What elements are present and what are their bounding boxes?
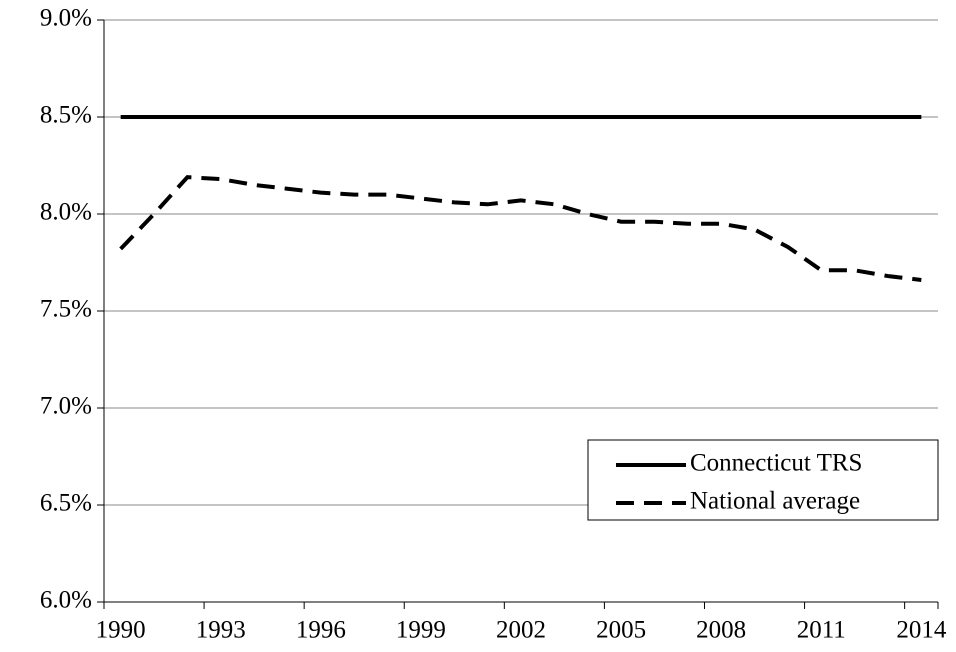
x-tick-label: 1990 (96, 617, 146, 644)
legend-label: National average (690, 488, 860, 515)
x-tick-label: 2005 (596, 617, 646, 644)
x-tick-label: 2011 (797, 617, 846, 644)
y-tick-label: 8.0% (40, 199, 92, 226)
y-tick-label: 7.5% (40, 296, 92, 323)
y-tick-label: 6.5% (40, 490, 92, 517)
data-line (119, 175, 922, 282)
y-tick-label: 9.0% (40, 5, 92, 32)
y-tick-label: 6.0% (40, 587, 92, 614)
legend-box (587, 439, 939, 521)
x-tick-label: 2014 (896, 617, 947, 644)
legend-label: Connecticut TRS (690, 450, 862, 477)
x-tick-label: 2008 (696, 617, 746, 644)
x-tick-label: 1999 (396, 617, 446, 644)
x-tick-label: 1993 (196, 617, 246, 644)
x-tick-label: 2002 (496, 617, 546, 644)
y-tick-label: 7.0% (40, 393, 92, 420)
y-tick-label: 8.5% (40, 102, 92, 129)
x-tick-label: 1996 (296, 617, 346, 644)
